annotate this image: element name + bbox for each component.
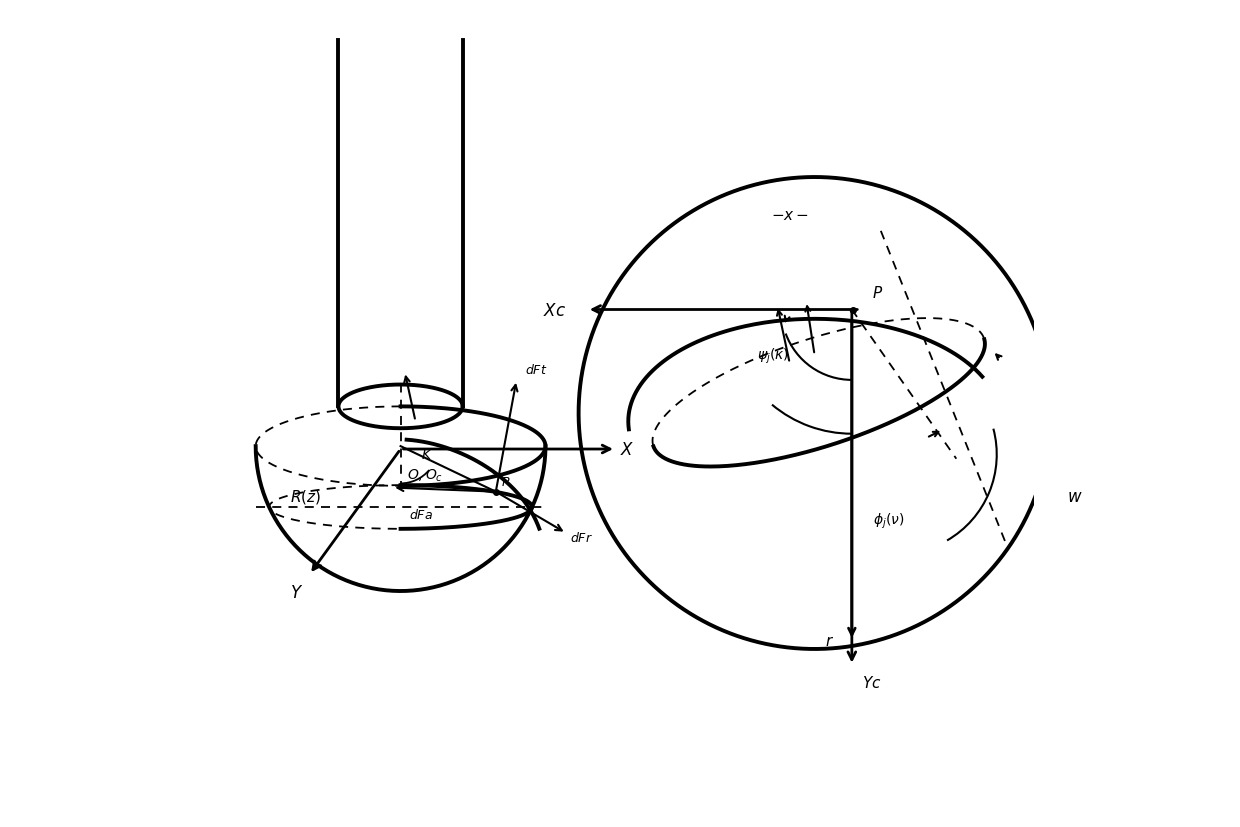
Text: $\phi_j(\nu)$: $\phi_j(\nu)$: [873, 511, 905, 531]
Text: $R(z)$: $R(z)$: [290, 487, 321, 505]
Text: $Xc$: $Xc$: [543, 301, 567, 319]
Text: $dFr$: $dFr$: [570, 531, 593, 544]
Text: $w$: $w$: [1068, 487, 1083, 505]
Text: $P$: $P$: [501, 476, 511, 489]
Text: $O,O_c$: $O,O_c$: [407, 467, 444, 484]
Text: $Y$: $Y$: [290, 583, 304, 601]
Text: $Yc$: $Yc$: [862, 674, 882, 690]
Text: $X$: $X$: [620, 441, 635, 458]
Text: $P$: $P$: [872, 284, 883, 300]
Text: $dFa$: $dFa$: [409, 507, 433, 521]
Text: $\psi_j(\kappa)$: $\psi_j(\kappa)$: [758, 346, 789, 366]
Text: $r$: $r$: [825, 633, 833, 648]
Text: $dFt$: $dFt$: [525, 363, 547, 376]
Text: $-x-$: $-x-$: [771, 208, 808, 222]
Text: $K$: $K$: [422, 448, 433, 461]
